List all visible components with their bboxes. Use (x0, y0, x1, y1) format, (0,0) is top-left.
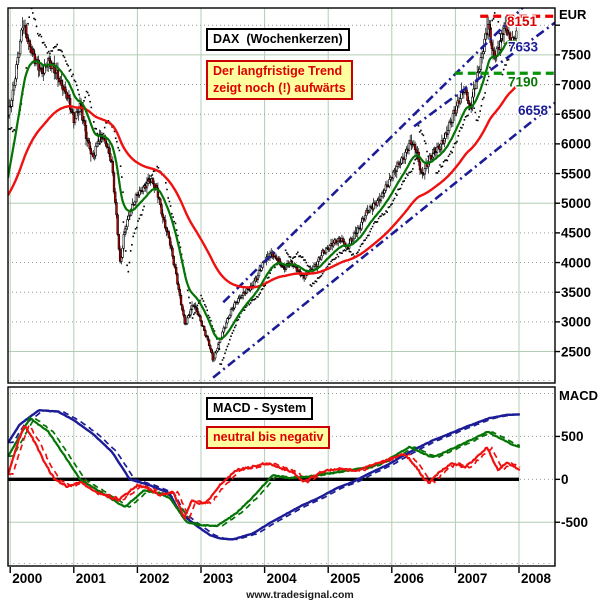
trend-note-line2: zeigt noch (!) aufwärts (213, 80, 346, 95)
macd-slow-blue (8, 409, 521, 541)
year-label-2001: 2001 (76, 571, 107, 586)
macd-tick-label-500: 500 (561, 429, 584, 444)
candle-bodies-down (9, 22, 515, 361)
level-label-6658: 6658 (518, 103, 549, 118)
tradesignal-watermark: www.tradesignal.com (245, 589, 354, 600)
year-label-2005: 2005 (330, 571, 361, 586)
macd-axis-title: MACD (559, 388, 598, 403)
trend-note-line1: Der langfristige Trend (213, 64, 343, 78)
price-tick-label-7500: 7500 (561, 48, 591, 63)
price-tick-label-4000: 4000 (561, 255, 591, 270)
lower-channel-line (212, 101, 555, 379)
price-axis-title: EUR (559, 7, 587, 22)
instrument-title-box: DAX (Wochenkerzen) (206, 28, 350, 51)
price-tick-label-4500: 4500 (561, 226, 591, 241)
level-label-7633: 7633 (508, 39, 539, 54)
macd-panel-border (7, 386, 556, 567)
year-label-2008: 2008 (521, 571, 552, 586)
macd-medium-green (8, 416, 521, 528)
price-tick-label-5500: 5500 (561, 166, 591, 181)
macd-tick-label--500: -500 (561, 515, 588, 530)
macd-system-title-box: MACD - System (206, 397, 314, 420)
macd-fast-red (8, 425, 521, 521)
price-tick-label-5000: 5000 (561, 196, 591, 211)
trend-note-box: Der langfristige Trend zeigt noch (!) auf… (206, 60, 353, 100)
price-tick-label-6500: 6500 (561, 107, 591, 122)
year-label-2007: 2007 (457, 571, 487, 586)
price-tick-label-3000: 3000 (561, 315, 591, 330)
macd-slow-blue-signal (8, 409, 520, 541)
year-label-2003: 2003 (203, 571, 234, 586)
year-label-2006: 2006 (394, 571, 425, 586)
slow-weekly-average (8, 85, 518, 289)
price-tick-label-2500: 2500 (561, 344, 591, 359)
fast-weekly-average (8, 38, 517, 340)
price-panel-border (7, 7, 556, 384)
year-label-2000: 2000 (12, 571, 42, 586)
macd-tick-label-0: 0 (561, 472, 569, 487)
price-tick-label-6000: 6000 (561, 137, 591, 152)
year-label-2002: 2002 (139, 571, 169, 586)
price-tick-label-3500: 3500 (561, 285, 591, 300)
year-label-2004: 2004 (267, 571, 298, 586)
steep-upper-trendline (222, 8, 525, 304)
level-label-8151: 8151 (507, 14, 538, 29)
macd-note-box: neutral bis negativ (206, 426, 331, 449)
level-label-7190: 7190 (508, 74, 538, 89)
price-tick-label-7000: 7000 (561, 77, 591, 92)
